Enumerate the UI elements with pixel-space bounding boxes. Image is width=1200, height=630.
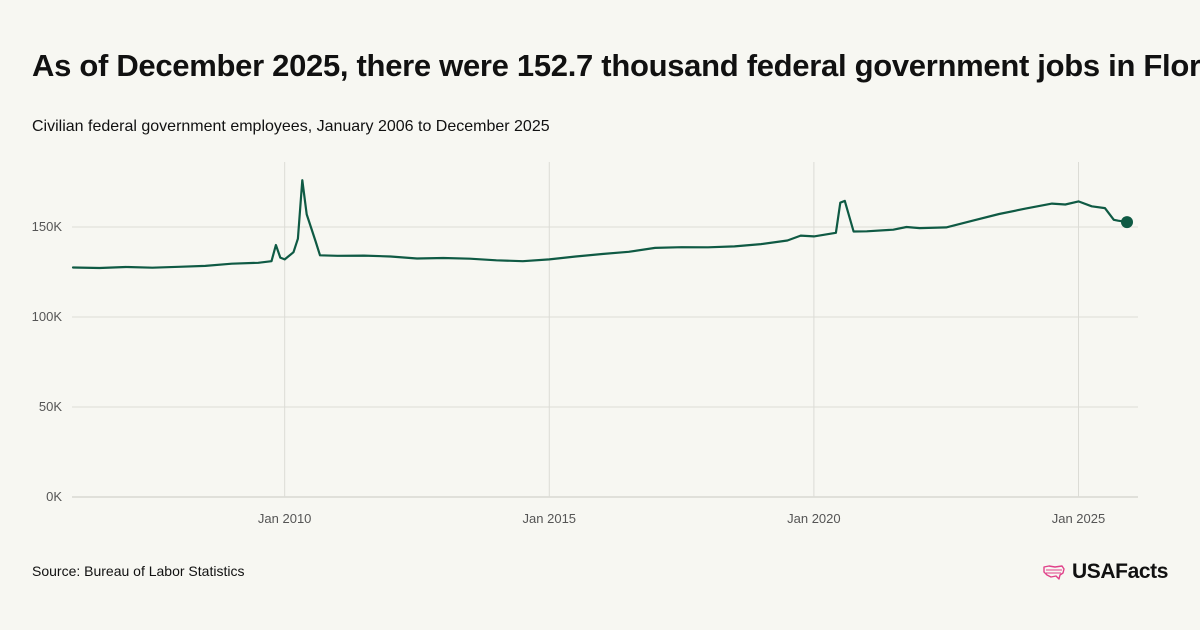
y-tick-label: 100K <box>32 309 63 324</box>
x-tick-label: Jan 2025 <box>1052 511 1106 526</box>
x-tick-label: Jan 2010 <box>258 511 312 526</box>
series-line <box>71 179 1129 270</box>
axis-layer: 0K 50K 100K 150K Jan 2010 Jan 2015 Jan 2020 Jan… <box>32 219 1106 526</box>
series-layer <box>71 179 1133 270</box>
grid-layer <box>72 162 1138 498</box>
x-tick-label: Jan 2020 <box>787 511 841 526</box>
brand-name: USAFacts <box>1072 560 1168 583</box>
chart-title: As of December 2025, there were 152.7 th… <box>32 48 1200 83</box>
x-tick-label: Jan 2015 <box>523 511 577 526</box>
chart-subtitle: Civilian federal government employees, J… <box>32 118 550 135</box>
y-tick-label: 0K <box>46 489 62 504</box>
brand-logo[interactable]: USAFacts <box>1042 560 1168 584</box>
y-tick-label: 50K <box>39 399 62 414</box>
end-point-marker <box>1121 216 1133 229</box>
source-note: Source: Bureau of Labor Statistics <box>32 563 245 579</box>
y-tick-label: 150K <box>32 219 63 234</box>
us-map-icon <box>1043 565 1065 580</box>
